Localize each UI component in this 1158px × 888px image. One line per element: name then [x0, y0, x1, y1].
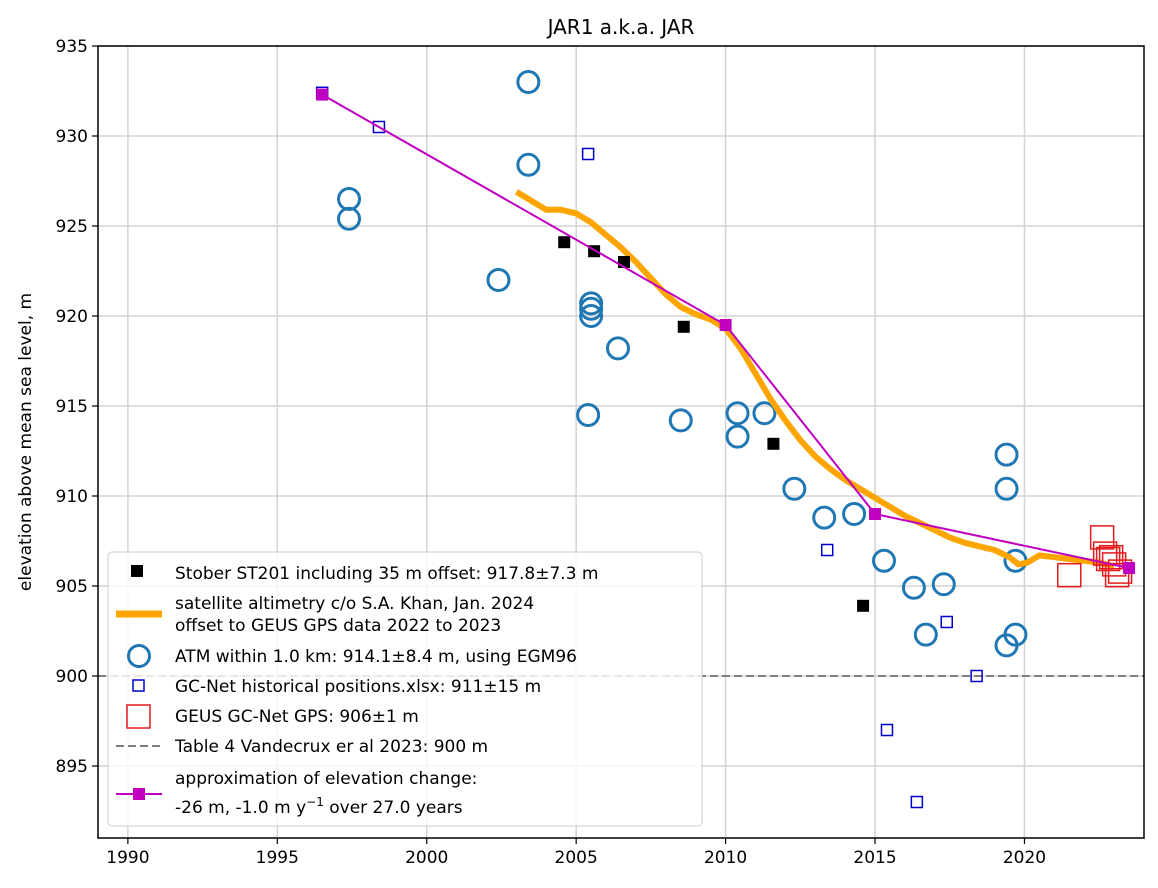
- legend-label-atm: ATM within 1.0 km: 914.1±8.4 m, using EG…: [175, 647, 577, 667]
- x-tick-label: 2000: [405, 848, 448, 868]
- atm-point: [1003, 622, 1028, 647]
- atm-point: [516, 152, 541, 177]
- legend-marker-geus-gps: [126, 704, 151, 729]
- legend: Stober ST201 including 35 m offset: 917.…: [107, 551, 703, 827]
- approximation-point: [869, 508, 882, 520]
- legend-label-gcnet-historical: GC-Net historical positions.xlsx: 911±15…: [175, 677, 541, 697]
- atm-point: [576, 403, 601, 427]
- approximation-duration-text: over 27.0 years: [324, 798, 463, 818]
- plot-area: [315, 70, 1136, 809]
- atm-point: [782, 476, 807, 501]
- atm-point: [516, 70, 541, 94]
- legend-marker-atm: [127, 644, 151, 668]
- approximation-rate-text: -26 m, -1.0 m y: [175, 798, 306, 818]
- atm-point: [931, 572, 956, 597]
- y-tick-label: 900: [56, 667, 88, 687]
- x-tick-label: 2020: [1003, 848, 1046, 868]
- stober-point: [558, 236, 571, 249]
- stober-point: [677, 320, 690, 333]
- y-axis: 895 900 905 910 915 920 925 930 935: [56, 37, 98, 777]
- atm-point: [725, 424, 750, 449]
- legend-label-stober: Stober ST201 including 35 m offset: 917.…: [175, 564, 599, 584]
- gcnet-historical-point: [880, 723, 894, 737]
- approximation-point: [1123, 562, 1136, 574]
- atm-point: [994, 476, 1019, 501]
- legend-label-geus-gps: GEUS GC-Net GPS: 906±1 m: [175, 707, 419, 727]
- x-tick-label: 1990: [106, 848, 149, 868]
- legend-label-approximation-line1: approximation of elevation change:: [175, 769, 477, 789]
- approximation-point: [316, 88, 329, 101]
- y-tick-label: 920: [56, 307, 88, 327]
- atm-point: [812, 505, 837, 530]
- geus-gps-point: [1098, 544, 1124, 570]
- atm-point: [668, 408, 693, 433]
- atm-point: [486, 268, 511, 292]
- atm-point: [606, 336, 631, 361]
- atm-point: [725, 401, 750, 426]
- y-tick-label: 905: [56, 577, 88, 597]
- geus-gps-point: [1057, 562, 1082, 588]
- legend-label-altimetry-line1: satellite altimetry c/o S.A. Khan, Jan. …: [175, 594, 534, 614]
- stober-point: [857, 599, 870, 612]
- y-tick-label: 925: [56, 217, 88, 237]
- atm-point: [871, 548, 896, 573]
- y-tick-label: 915: [56, 397, 88, 417]
- y-axis-label: elevation above mean sea level, m: [16, 293, 36, 591]
- legend-marker-gcnet-historical: [132, 679, 145, 692]
- gcnet-historical-point: [581, 147, 595, 161]
- gcnet-historical-point: [910, 795, 924, 809]
- legend-label-altimetry-line2: offset to GEUS GPS data 2022 to 2023: [175, 616, 501, 636]
- y-tick-label: 935: [56, 37, 88, 57]
- geus-gps-point: [1089, 525, 1115, 550]
- x-tick-label: 1995: [256, 848, 299, 868]
- atm-point: [337, 206, 362, 231]
- approximation-rate-exponent: −1: [306, 795, 324, 809]
- y-tick-label: 930: [56, 127, 88, 147]
- atm-point: [579, 304, 604, 328]
- legend-label-vandecrux: Table 4 Vandecrux er al 2023: 900 m: [174, 737, 488, 757]
- geus-gps-point: [1104, 562, 1130, 588]
- gcnet-historical-point: [820, 543, 834, 557]
- legend-marker-approximation-square: [133, 788, 145, 800]
- atm-point: [752, 401, 777, 426]
- y-tick-label: 910: [56, 487, 88, 507]
- approximation-point: [719, 319, 732, 331]
- atm-point: [901, 575, 926, 600]
- chart-title: JAR1 a.k.a. JAR: [546, 15, 695, 39]
- legend-label-approximation-line2: -26 m, -1.0 m y−1 over 27.0 years: [175, 795, 463, 818]
- x-tick-label: 2010: [704, 848, 747, 868]
- gcnet-historical-point: [970, 669, 983, 683]
- x-axis: 1990 1995 2000 2005 2010 2015 2020: [106, 838, 1046, 868]
- atm-point: [994, 442, 1019, 467]
- legend-frame: [107, 551, 703, 827]
- atm-point: [337, 187, 362, 211]
- approximation-line: [321, 93, 1130, 569]
- altimetry-line: [514, 189, 1115, 570]
- atm-point: [579, 296, 604, 321]
- atm-point: [842, 502, 867, 526]
- stober-point: [767, 437, 780, 450]
- axes-frame: [97, 45, 1145, 839]
- legend-marker-stober: [131, 565, 143, 577]
- grid-lines: [98, 45, 1144, 838]
- gcnet-historical-point: [940, 615, 954, 629]
- atm-point: [913, 622, 938, 647]
- y-tick-label: 895: [56, 757, 88, 777]
- x-tick-label: 2015: [853, 848, 896, 868]
- x-tick-label: 2005: [555, 848, 598, 868]
- gcnet-historical-point: [372, 120, 386, 134]
